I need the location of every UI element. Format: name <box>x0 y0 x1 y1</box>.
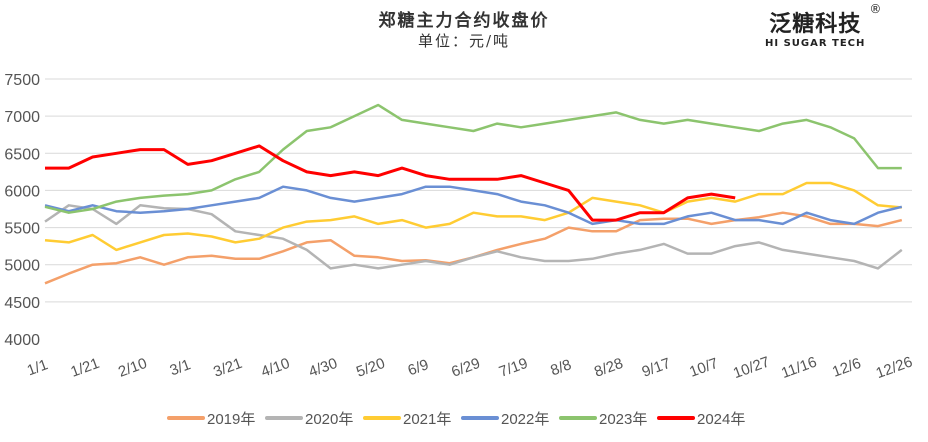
x-tick-label: 11/16 <box>779 354 819 382</box>
legend-label: 2019年 <box>207 411 255 428</box>
x-tick-label: 3/21 <box>211 355 244 381</box>
legend-label: 2020年 <box>305 411 353 428</box>
x-tick-label: 4/10 <box>259 355 292 381</box>
y-tick-label: 4000 <box>4 332 40 349</box>
x-tick-label: 3/1 <box>168 356 193 379</box>
x-tick-label: 8/8 <box>548 356 573 379</box>
y-tick-label: 6000 <box>4 183 40 200</box>
x-tick-label: 7/19 <box>497 355 530 381</box>
logo-text: 泛糖科技 <box>769 12 862 37</box>
registered-mark: ® <box>869 2 882 16</box>
legend-label: 2021年 <box>403 411 451 428</box>
x-tick-label: 6/29 <box>449 355 482 381</box>
y-tick-label: 5000 <box>4 258 40 275</box>
x-tick-label: 12/26 <box>874 353 915 382</box>
x-tick-label: 1/21 <box>68 355 101 381</box>
x-tick-label: 4/30 <box>306 355 339 381</box>
logo-subtext: HI SUGAR TECH <box>765 38 866 49</box>
x-tick-label: 1/1 <box>25 356 50 379</box>
x-tick-label: 5/20 <box>354 355 387 381</box>
x-tick-label: 8/28 <box>592 355 625 381</box>
x-tick-label: 6/9 <box>406 356 431 379</box>
y-tick-label: 5500 <box>4 221 40 238</box>
chart-title: 郑糖主力合约收盘价 <box>378 11 550 31</box>
series-line-2023 <box>44 103 902 214</box>
chart-subtitle: 单位：元/吨 <box>417 32 511 50</box>
x-tick-label: 12/6 <box>830 355 863 381</box>
x-tick-label: 10/27 <box>731 353 772 382</box>
series-line-2021 <box>44 181 902 252</box>
series-line-2022 <box>44 185 903 226</box>
legend-label: 2023年 <box>599 411 647 428</box>
y-tick-label: 7500 <box>4 72 40 89</box>
x-tick-label: 9/17 <box>640 355 673 381</box>
series-line-2024 <box>45 144 736 222</box>
legend-label: 2022年 <box>501 411 549 428</box>
y-tick-label: 7000 <box>4 109 40 126</box>
legend-label: 2024年 <box>697 411 745 428</box>
y-tick-label: 6500 <box>4 146 40 163</box>
x-tick-label: 2/10 <box>116 355 149 381</box>
logo: 泛糖科技 HI SUGAR TECH ® <box>765 2 881 49</box>
y-tick-label: 4500 <box>4 295 40 312</box>
x-tick-label: 10/7 <box>687 355 720 381</box>
